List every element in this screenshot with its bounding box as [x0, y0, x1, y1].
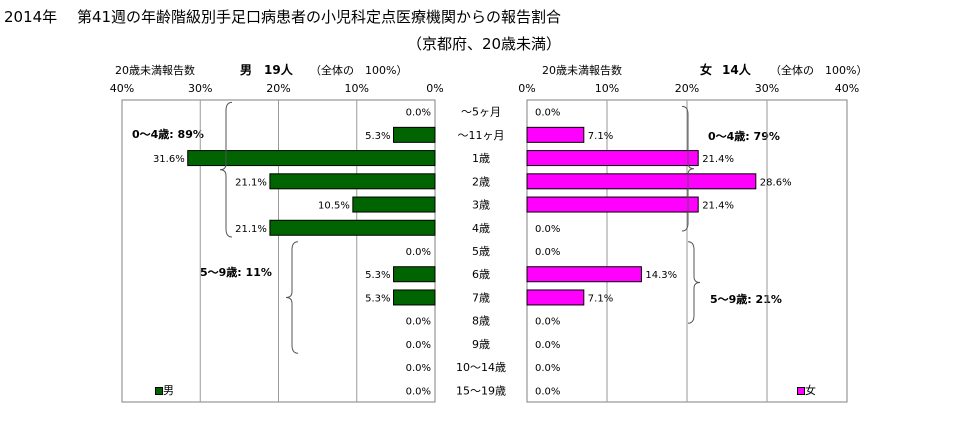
female-data-label: 28.6% [760, 177, 792, 188]
female-data-label: 0.0% [535, 247, 560, 258]
female-legend: 女 [797, 382, 816, 398]
male-data-label: 0.0% [406, 317, 431, 328]
female-data-label: 21.4% [702, 201, 734, 212]
female-header-sex: 女 [700, 63, 713, 77]
male-tick-label: 30% [188, 82, 212, 95]
female-group-5-9: 5～9歳: 21% [710, 293, 782, 306]
male-header-total: （全体の 100%） [310, 64, 408, 77]
female-tick-label: 0% [518, 82, 535, 95]
female-tick-label: 40% [835, 82, 859, 95]
female-header-total: （全体の 100%） [770, 64, 868, 77]
category-label: 10～14歳 [456, 361, 506, 374]
male-data-label: 10.5% [318, 201, 350, 212]
male-bar [393, 289, 436, 306]
male-bar [393, 126, 436, 143]
female-data-label: 7.1% [588, 131, 613, 142]
female-tick-label: 30% [755, 82, 779, 95]
male-data-label: 5.3% [365, 131, 390, 142]
male-group-5-9: 5～9歳: 11% [200, 266, 272, 279]
male-data-label: 0.0% [406, 363, 431, 374]
male-data-label: 31.6% [153, 154, 185, 165]
male-header-count: 19人 [264, 63, 293, 77]
male-legend: 男 [155, 382, 174, 398]
female-data-label: 0.0% [535, 224, 560, 235]
category-label: 9歳 [472, 338, 490, 351]
female-data-label: 14.3% [645, 270, 677, 281]
male-bar [269, 173, 436, 190]
female-legend-label: 女 [805, 384, 816, 397]
male-data-label: 0.0% [406, 108, 431, 119]
male-data-label: 21.1% [235, 224, 267, 235]
male-header-label: 20歳未満報告数 [115, 64, 195, 77]
female-data-label: 7.1% [588, 293, 613, 304]
male-data-label: 0.0% [406, 386, 431, 397]
female-data-label: 0.0% [535, 340, 560, 351]
female-data-label: 0.0% [535, 363, 560, 374]
female-bracket-5-9 [687, 241, 701, 324]
female-tick-label: 10% [595, 82, 619, 95]
female-bar [526, 126, 585, 143]
female-bar [526, 196, 699, 213]
female-data-label: 0.0% [535, 317, 560, 328]
male-data-label: 5.3% [365, 270, 390, 281]
male-bracket-0-4 [219, 101, 233, 238]
category-label: 6歳 [472, 268, 490, 281]
male-tick-label: 40% [110, 82, 134, 95]
female-header-label: 20歳未満報告数 [542, 64, 622, 77]
female-header-count: 14人 [722, 63, 751, 77]
female-data-label: 0.0% [535, 386, 560, 397]
female-group-0-4: 0～4歳: 79% [708, 130, 780, 143]
female-bar [526, 289, 585, 306]
male-tick-label: 0% [426, 82, 443, 95]
male-bar [352, 196, 436, 213]
male-bar [269, 219, 436, 236]
male-data-label: 0.0% [406, 247, 431, 258]
female-data-label: 0.0% [535, 108, 560, 119]
category-label: 7歳 [472, 291, 490, 304]
male-tick-label: 10% [345, 82, 369, 95]
category-label: ～5ヶ月 [461, 106, 501, 119]
female-bar [526, 150, 699, 167]
female-legend-swatch [797, 387, 805, 395]
category-label: 3歳 [472, 199, 490, 212]
male-bar [393, 266, 436, 283]
male-data-label: 21.1% [235, 177, 267, 188]
male-bracket-5-9 [285, 241, 299, 354]
category-label: 2歳 [472, 175, 490, 188]
category-label: ～11ヶ月 [458, 129, 505, 142]
chart-title: 2014年 第41週の年齢階級別手足口病患者の小児科定点医療機関からの報告割合 [4, 8, 562, 26]
male-tick-label: 20% [266, 82, 290, 95]
male-bar [187, 150, 436, 167]
female-bar [526, 266, 642, 283]
female-bracket-0-4 [681, 105, 695, 232]
category-label: 5歳 [472, 245, 490, 258]
category-label: 1歳 [472, 152, 490, 165]
chart-subtitle: （京都府、20歳未満） [406, 35, 562, 53]
male-data-label: 5.3% [365, 293, 390, 304]
male-header-sex: 男 [240, 63, 253, 77]
female-bar [526, 173, 757, 190]
category-label: 4歳 [472, 222, 490, 235]
male-group-0-4: 0～4歳: 89% [132, 128, 204, 141]
category-label: 15～19歳 [456, 384, 506, 397]
female-tick-label: 20% [675, 82, 699, 95]
male-data-label: 0.0% [406, 340, 431, 351]
male-legend-label: 男 [163, 384, 174, 397]
female-data-label: 21.4% [702, 154, 734, 165]
male-legend-swatch [155, 387, 163, 395]
category-label: 8歳 [472, 315, 490, 328]
